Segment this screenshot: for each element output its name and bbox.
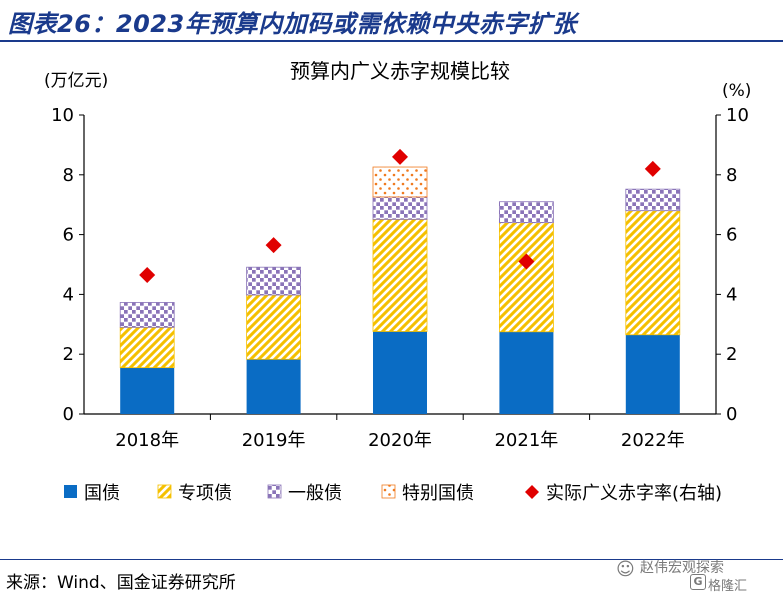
bar-segment-zhuanxiang [498, 222, 554, 333]
left-tick-label: 8 [63, 165, 74, 186]
deficit-rate-markers [139, 148, 661, 283]
figure-title: 图表26：2023年预算内加码或需依赖中央赤字扩张 [8, 10, 577, 38]
left-axis-unit: (万亿元) [44, 71, 108, 91]
bar-segment-yiban [498, 201, 554, 224]
watermark-account: 赵伟宏观探索 [640, 560, 724, 576]
bar-segment-guozhai [499, 331, 554, 414]
left-tick-label: 2 [63, 344, 74, 365]
watermark: ☺ 赵伟宏观探索 G 格隆汇 [616, 555, 778, 595]
legend-key-guozhai [64, 485, 77, 498]
right-tick-label: 4 [726, 284, 737, 305]
deficit-rate-marker [518, 253, 535, 270]
legend-key-tebie [381, 484, 396, 499]
chart-axes: 0 0 2 2 4 4 6 6 8 8 10 10 [51, 105, 749, 425]
source-note: 来源：Wind、国金证券研究所 [6, 573, 236, 593]
bar-segment-guozhai [120, 367, 175, 414]
legend-label: 一般债 [288, 483, 342, 504]
right-tick-label: 10 [726, 105, 749, 126]
bar-segment-zhuanxiang [625, 210, 681, 336]
deficit-rate-marker [265, 237, 282, 254]
x-tick-label: 2019年 [242, 430, 306, 451]
x-tick-label: 2020年 [368, 430, 432, 451]
watermark-brand: 格隆汇 [708, 579, 748, 594]
legend-label: 专项债 [178, 483, 232, 504]
legend-label: 特别国债 [402, 483, 474, 504]
legend-key-deficit-rate [525, 485, 539, 499]
x-tick-label: 2022年 [621, 430, 685, 451]
bars-group [119, 166, 681, 414]
right-tick-label: 8 [726, 165, 737, 186]
right-axis-unit: (%) [722, 81, 751, 101]
bar-segment-yiban [119, 302, 175, 328]
bar-segment-yiban [625, 188, 681, 212]
chart-title: 预算内广义赤字规模比较 [290, 59, 510, 83]
x-axis-labels: 2018年 2019年 2020年 2021年 2022年 [115, 430, 684, 451]
left-tick-label: 4 [63, 284, 74, 305]
legend-label: 国债 [84, 483, 120, 504]
left-tick-label: 10 [51, 105, 74, 126]
bar-segment-yiban [372, 196, 428, 220]
bar-segment-tebie [372, 166, 428, 198]
bar-segment-guozhai [625, 334, 680, 414]
right-tick-label: 6 [726, 225, 737, 246]
title-rule [0, 40, 783, 42]
bar-segment-zhuanxiang [119, 326, 175, 369]
bar-segment-zhuanxiang [246, 294, 302, 360]
stacked-bar-chart: 预算内广义赤字规模比较 (万亿元) (%) 0 0 2 2 4 4 6 6 8 8 10 10 201… [44, 59, 751, 504]
bar-segment-zhuanxiang [372, 218, 428, 332]
deficit-rate-marker [644, 160, 661, 177]
right-tick-label: 0 [726, 404, 737, 425]
x-tick-label: 2021年 [494, 430, 558, 451]
legend-key-yiban [267, 484, 282, 499]
chart-legend: 国债 专项债 一般债 特别国债 实际广义赤字率(右轴) [64, 483, 722, 504]
x-tick-label: 2018年 [115, 430, 179, 451]
source-rule [0, 559, 783, 560]
bar-segment-guozhai [373, 331, 427, 414]
right-tick-label: 2 [726, 344, 737, 365]
deficit-rate-marker [392, 148, 408, 165]
bar-segment-guozhai [246, 359, 301, 414]
left-tick-label: 6 [63, 225, 74, 246]
deficit-rate-marker [139, 266, 156, 283]
legend-label: 实际广义赤字率(右轴) [546, 483, 722, 504]
gelonghui-logo-icon: G [690, 574, 706, 590]
wechat-icon: ☺ [616, 559, 635, 580]
legend-key-zhuanxiang [157, 484, 172, 499]
bar-segment-yiban [246, 266, 302, 296]
left-tick-label: 0 [63, 404, 74, 425]
